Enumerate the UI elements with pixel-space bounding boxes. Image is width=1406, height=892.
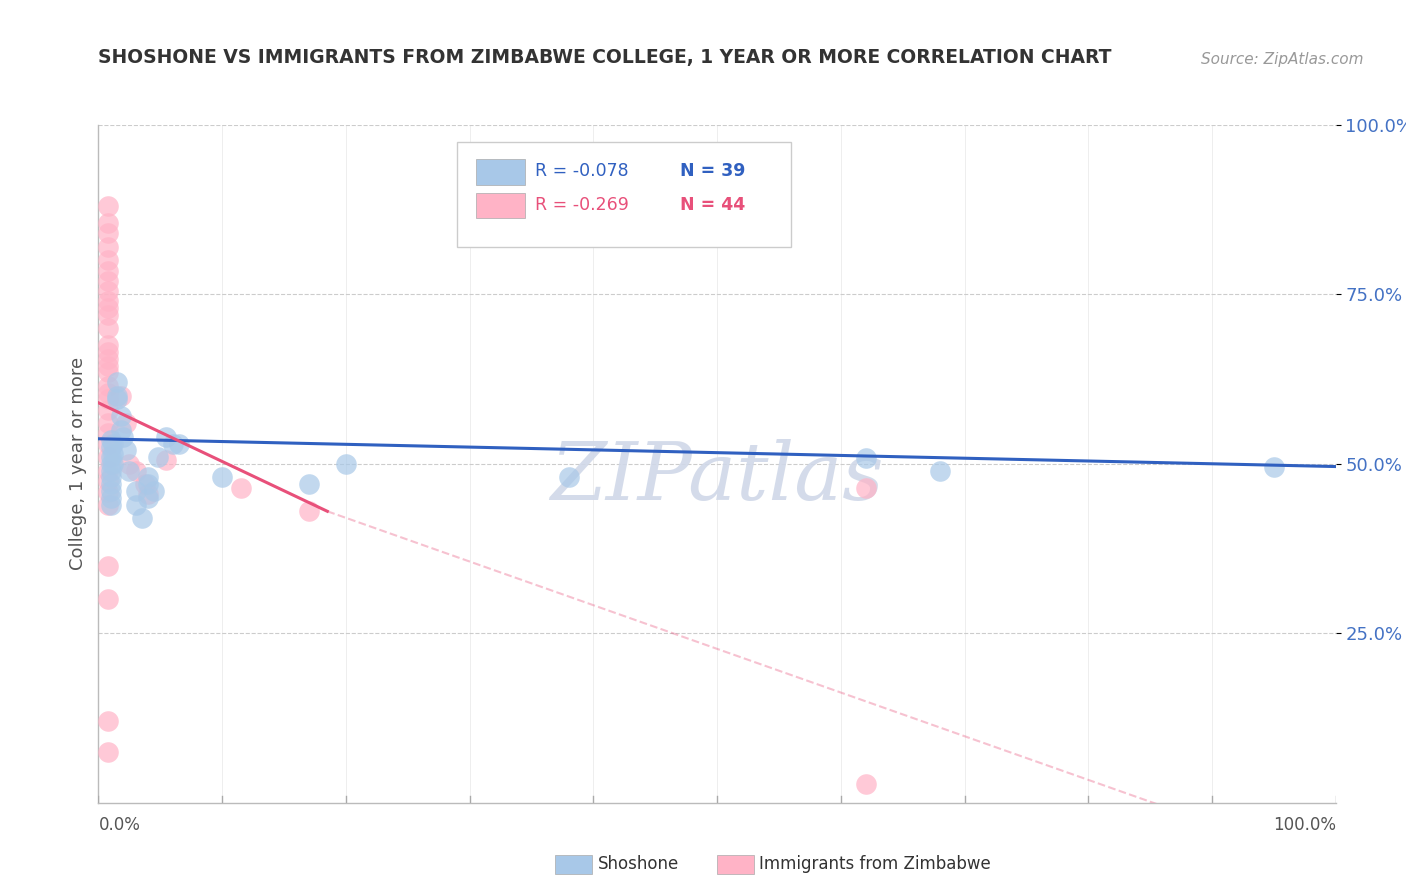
Point — [112, 430, 135, 444]
Point — [100, 498, 122, 512]
Point — [97, 498, 120, 512]
Text: Immigrants from Zimbabwe: Immigrants from Zimbabwe — [759, 855, 991, 873]
Point — [97, 274, 120, 288]
Point — [97, 402, 120, 417]
Text: R = -0.078: R = -0.078 — [536, 162, 628, 180]
Point — [100, 457, 122, 471]
Point — [97, 294, 120, 309]
Point — [97, 253, 120, 268]
Point — [131, 511, 153, 525]
Point — [97, 474, 120, 488]
Point — [124, 483, 146, 498]
Point — [103, 457, 125, 471]
Point — [97, 216, 120, 230]
Point — [97, 359, 120, 373]
Point — [162, 436, 184, 450]
Point — [928, 464, 950, 478]
Point — [100, 483, 122, 498]
Point — [110, 423, 132, 437]
Text: N = 39: N = 39 — [681, 162, 745, 180]
Point — [97, 416, 120, 430]
Point — [103, 436, 125, 450]
Point — [97, 464, 120, 478]
Point — [105, 389, 128, 403]
Point — [136, 487, 159, 501]
Y-axis label: College, 1 year or more: College, 1 year or more — [69, 358, 87, 570]
Point — [155, 453, 177, 467]
Point — [557, 470, 579, 484]
Text: N = 44: N = 44 — [681, 196, 745, 214]
Point — [124, 464, 146, 478]
Point — [103, 447, 125, 461]
Point — [114, 416, 136, 430]
Point — [110, 409, 132, 424]
Point — [167, 436, 190, 450]
Point — [97, 338, 120, 352]
Point — [855, 451, 877, 466]
Point — [97, 385, 120, 400]
Point — [97, 227, 120, 241]
Point — [97, 365, 120, 379]
Point — [105, 392, 128, 407]
Point — [97, 263, 120, 277]
Text: R = -0.269: R = -0.269 — [536, 196, 628, 214]
Point — [97, 284, 120, 298]
Point — [211, 470, 233, 484]
Point — [100, 464, 122, 478]
Point — [97, 199, 120, 213]
Point — [229, 481, 252, 495]
Point — [1263, 460, 1285, 475]
Point — [298, 477, 321, 491]
Point — [97, 308, 120, 322]
FancyBboxPatch shape — [457, 142, 792, 247]
Text: 0.0%: 0.0% — [98, 816, 141, 834]
Point — [97, 558, 120, 573]
Point — [97, 436, 120, 450]
Point — [118, 457, 141, 471]
Point — [97, 485, 120, 500]
Point — [855, 481, 877, 495]
Point — [97, 240, 120, 254]
Point — [298, 504, 321, 518]
Point — [143, 483, 166, 498]
Point — [335, 457, 357, 471]
Point — [136, 491, 159, 505]
FancyBboxPatch shape — [475, 193, 526, 219]
Point — [100, 440, 122, 454]
Text: ZIPatlas: ZIPatlas — [550, 439, 884, 516]
Point — [100, 433, 122, 447]
Point — [97, 450, 120, 464]
Point — [110, 389, 132, 403]
Text: SHOSHONE VS IMMIGRANTS FROM ZIMBABWE COLLEGE, 1 YEAR OR MORE CORRELATION CHART: SHOSHONE VS IMMIGRANTS FROM ZIMBABWE COL… — [98, 48, 1112, 67]
Point — [114, 443, 136, 458]
Text: Source: ZipAtlas.com: Source: ZipAtlas.com — [1201, 52, 1364, 67]
Point — [100, 491, 122, 505]
FancyBboxPatch shape — [475, 159, 526, 185]
Point — [124, 498, 146, 512]
Point — [97, 592, 120, 607]
Point — [155, 430, 177, 444]
Point — [97, 301, 120, 315]
Point — [100, 470, 122, 484]
Point — [105, 376, 128, 390]
Text: Shoshone: Shoshone — [598, 855, 679, 873]
Point — [97, 426, 120, 441]
Point — [136, 470, 159, 484]
Point — [136, 477, 159, 491]
Text: 100.0%: 100.0% — [1272, 816, 1336, 834]
Point — [97, 392, 120, 407]
Point — [134, 477, 156, 491]
Point — [146, 450, 169, 464]
Point — [97, 745, 120, 759]
Point — [855, 777, 877, 791]
Point — [97, 321, 120, 335]
Point — [100, 477, 122, 491]
Point — [97, 714, 120, 729]
Point — [100, 450, 122, 464]
Point — [97, 351, 120, 366]
Point — [97, 379, 120, 393]
Point — [118, 464, 141, 478]
Point — [97, 345, 120, 359]
